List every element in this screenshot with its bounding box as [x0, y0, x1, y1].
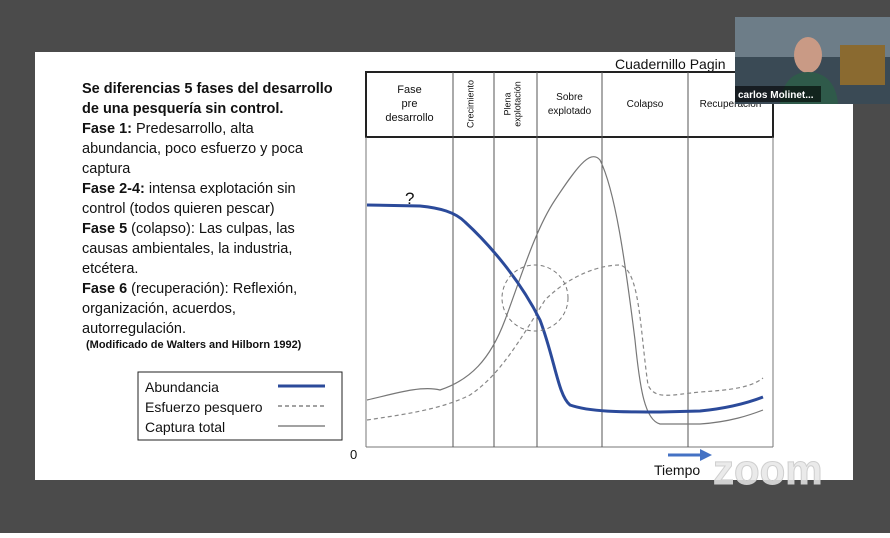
origin-label: 0: [350, 447, 357, 462]
text: autorregulación.: [82, 321, 186, 337]
slide-text: Se diferencias 5 fases del desarrollo de …: [82, 81, 333, 337]
text: Predesarrollo, alta: [132, 121, 255, 137]
phase-label: explotado: [548, 106, 592, 117]
legend-label: Captura total: [145, 419, 225, 435]
text: abundancia, poco esfuerzo y poca: [82, 141, 304, 157]
text-line: Fase 5 (colapso): Las culpas, las: [82, 221, 295, 237]
text-line: Fase 1: Predesarrollo, alta: [82, 121, 255, 137]
legend-label: Esfuerzo pesquero: [145, 399, 263, 415]
phase-label: Crecimiento: [466, 80, 476, 128]
catch-curve: [366, 156, 764, 425]
bold-text: Fase 5: [82, 221, 127, 237]
zoom-watermark: zoom: [713, 446, 823, 493]
phase-label: explotación: [513, 81, 523, 127]
participant-name: carlos Molinet...: [738, 90, 814, 101]
question-mark: ?: [405, 189, 414, 208]
text: organización, acuerdos,: [82, 301, 236, 317]
citation: (Modificado de Walters and Hilborn 1992): [86, 339, 302, 351]
phase-label: Recuperación: [700, 99, 762, 110]
text-line: de una pesquería sin control.: [82, 101, 283, 117]
legend-label: Abundancia: [145, 379, 219, 395]
text-line: Fase 2-4: intensa explotación sin: [82, 181, 296, 197]
bold-text: Fase 2-4:: [82, 181, 145, 197]
phase-label: desarrollo: [385, 112, 433, 124]
bold-text: Se diferencias 5 fases del desarrollo: [82, 81, 333, 97]
text-line: etcétera.: [82, 261, 138, 277]
text: control (todos quieren pescar): [82, 201, 275, 217]
text-line: control (todos quieren pescar): [82, 201, 275, 217]
video-thumbnail[interactable]: carlos Molinet...: [735, 17, 890, 104]
text-line: organización, acuerdos,: [82, 301, 236, 317]
phase-header-box: [365, 71, 774, 138]
phase-label: pre: [402, 98, 418, 110]
text-line: Se diferencias 5 fases del desarrollo: [82, 81, 333, 97]
text-line: captura: [82, 161, 131, 177]
phase-label: Plena: [503, 92, 513, 115]
text-line: Fase 6 (recuperación): Reflexión,: [82, 281, 297, 297]
phase-label: Fase: [397, 84, 421, 96]
legend: Abundancia Esfuerzo pesquero Captura total: [145, 379, 325, 435]
intersection-circle: [501, 264, 569, 332]
x-axis-label: Tiempo: [654, 462, 700, 478]
bold-text: Fase 1:: [82, 121, 132, 137]
name-tag: [735, 86, 821, 102]
text: (colapso): Las culpas, las: [127, 221, 295, 237]
abundance-curve: [366, 203, 764, 414]
phase-label: Sobre: [556, 92, 583, 103]
text: captura: [82, 161, 131, 177]
time-arrow-head: [700, 449, 712, 461]
text: etcétera.: [82, 261, 138, 277]
text: intensa explotación sin: [145, 181, 296, 197]
header: Cuadernillo Pagin: [615, 56, 726, 72]
video-person-head: [794, 37, 822, 73]
diagram: [365, 71, 774, 448]
text-line: abundancia, poco esfuerzo y poca: [82, 141, 304, 157]
phase-label: Colapso: [627, 99, 664, 110]
text-line: autorregulación.: [82, 321, 186, 337]
effort-curve: [366, 264, 764, 421]
video-object: [840, 45, 885, 85]
text-line: causas ambientales, la industria,: [82, 241, 292, 257]
bold-text: Fase 6: [82, 281, 127, 297]
text: (recuperación): Reflexión,: [127, 281, 297, 297]
bold-text: de una pesquería sin control.: [82, 101, 283, 117]
text: causas ambientales, la industria,: [82, 241, 292, 257]
